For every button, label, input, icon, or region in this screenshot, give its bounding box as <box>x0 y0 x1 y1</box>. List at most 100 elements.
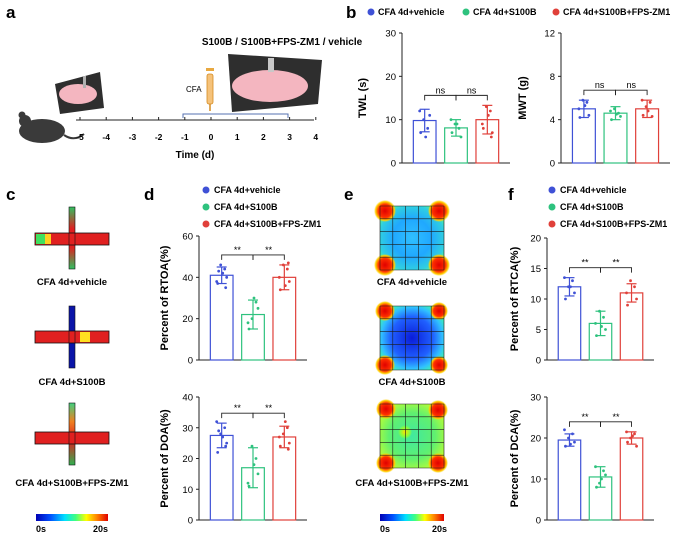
mwt-point-s100b <box>613 107 616 111</box>
panel-label-c: c <box>6 185 15 204</box>
rtoa-point-vehicle <box>223 267 227 271</box>
maze-heatmap-s100b <box>34 305 110 369</box>
mwt-point-vehicle <box>581 98 585 102</box>
rtca-point-vehicle <box>564 297 567 301</box>
doa-point-s100b <box>252 463 256 467</box>
rtca-ytick-label: 20 <box>530 234 541 245</box>
legend-d-dot-zm1 <box>202 220 210 228</box>
brain-slice-small-icon <box>55 72 104 114</box>
dca-point-vehicle <box>563 428 566 432</box>
timeline-tick-label: 0 <box>209 132 214 142</box>
rtca-point-s100b <box>600 325 603 328</box>
rtca-bar-vehicle <box>557 286 582 361</box>
doa-point-vehicle <box>215 420 219 423</box>
doa-point-zm1 <box>285 426 289 430</box>
maze-label-s100b: CFA 4d+S100B <box>39 377 106 388</box>
timeline-tick-label: 2 <box>261 132 266 142</box>
rtoa-point-s100b <box>247 327 251 331</box>
doa-point-zm1 <box>277 435 281 439</box>
legend-zm1: CFA 4d+S100B+FPS-ZM1 <box>563 7 670 17</box>
panel-label-a: a <box>6 3 16 22</box>
mwt-sig-label: ns <box>595 80 605 90</box>
doa-point-zm1 <box>281 432 285 436</box>
timeline-ticks: -5 -4 -3 -2 -1 0 1 2 3 4 <box>76 117 318 142</box>
doa-ylabel: Percent of DOA(%) <box>159 409 171 508</box>
mwt-point-zm1 <box>644 105 648 109</box>
legend-vehicle: CFA 4d+vehicle <box>378 7 444 17</box>
openfield-grids <box>379 205 445 469</box>
mwt-point-vehicle <box>583 104 587 107</box>
doa-point-s100b <box>250 444 254 448</box>
rtoa-ytick-label: 40 <box>182 273 193 284</box>
dca-point-s100b <box>600 477 603 481</box>
mwt-point-vehicle <box>587 113 591 117</box>
doa-point-zm1 <box>286 447 290 451</box>
twl-point-s100b <box>455 122 459 126</box>
dca-point-zm1 <box>625 430 628 434</box>
doa-point-vehicle <box>223 426 227 430</box>
rtoa-bar-vehicle <box>209 274 234 361</box>
rtoa-point-zm1 <box>287 280 291 283</box>
doa-point-vehicle <box>219 432 223 436</box>
panel-label-d: d <box>144 185 154 204</box>
openfield-heatmap-s100b <box>375 301 448 375</box>
chart-twl: 0 10 20 30 TWL (s) ns ns <box>357 29 510 170</box>
mwt-ytick-label: 12 <box>544 29 555 40</box>
doa-ytick-label: 10 <box>182 485 193 496</box>
mwt-point-s100b <box>609 109 612 113</box>
dca-point-vehicle <box>564 444 567 448</box>
twl-point-vehicle <box>426 126 430 130</box>
chart-doa: 0 10 20 30 40 Percent of DOA(%) ** ** <box>159 393 307 527</box>
rtoa-point-s100b <box>252 296 256 300</box>
openfield-colorscale <box>380 514 444 521</box>
legend-f-s100b: CFA 4d+S100B <box>560 202 624 212</box>
rtca-point-vehicle <box>573 291 576 295</box>
mwt-bar-s100b <box>603 112 628 164</box>
rtca-point-zm1 <box>635 297 638 301</box>
doa-point-vehicle <box>224 444 228 448</box>
timeline-tick-label: 4 <box>313 132 318 142</box>
legend-f-dot-vehicle <box>548 186 556 194</box>
mwt-point-s100b <box>619 115 622 118</box>
maze-scale-min: 0s <box>36 524 46 534</box>
legend-d-zm1: CFA 4d+S100B+FPS-ZM1 <box>214 219 321 229</box>
doa-point-zm1 <box>278 444 282 448</box>
twl-ytick-label: 20 <box>385 72 396 83</box>
mwt-ytick-label: 8 <box>550 72 555 83</box>
legend-f-zm1: CFA 4d+S100B+FPS-ZM1 <box>560 219 667 229</box>
treatment-bracket <box>182 113 289 118</box>
mwt-ytick-label: 0 <box>550 159 555 170</box>
twl-point-zm1 <box>484 105 488 109</box>
rtoa-point-zm1 <box>278 288 282 292</box>
doa-ytick-label: 30 <box>182 423 193 434</box>
dca-bar-zm1 <box>619 437 644 521</box>
chart-mwt: 0 4 8 12 MWT (g) ns ns <box>517 29 670 170</box>
dca-point-s100b <box>598 481 601 485</box>
legend-d-vehicle: CFA 4d+vehicle <box>214 185 280 195</box>
twl-ytick-label: 10 <box>385 115 396 126</box>
rtca-point-s100b <box>604 328 607 331</box>
dca-point-vehicle <box>569 442 572 446</box>
doa-point-s100b <box>247 484 251 488</box>
rtca-point-vehicle <box>563 276 566 280</box>
legend-d-dot-vehicle <box>202 186 210 194</box>
doa-sig-label: ** <box>234 403 242 413</box>
doa-sig-bracket <box>221 412 254 419</box>
dca-ytick-label: 10 <box>530 475 541 486</box>
dca-point-s100b <box>604 473 607 477</box>
rtoa-point-vehicle <box>217 269 221 273</box>
rtca-sig-label: ** <box>581 258 589 268</box>
openfield-scale-min: 0s <box>380 524 390 534</box>
twl-ytick-label: 30 <box>385 29 396 40</box>
openfield-label-s100b: CFA 4d+S100B <box>379 377 446 388</box>
panel-a-timeline: S100B / S100B+FPS-ZM1 / vehicle CFA <box>18 37 363 161</box>
syringe-icon <box>206 68 214 111</box>
rtoa-point-zm1 <box>283 284 287 287</box>
legend-dot-vehicle <box>367 8 375 16</box>
timeline-tick-label: -5 <box>76 132 84 142</box>
twl-point-s100b <box>459 135 463 139</box>
twl-point-s100b <box>450 131 454 135</box>
twl-ytick-label: 0 <box>391 159 396 170</box>
legend-f-vehicle: CFA 4d+vehicle <box>560 185 626 195</box>
